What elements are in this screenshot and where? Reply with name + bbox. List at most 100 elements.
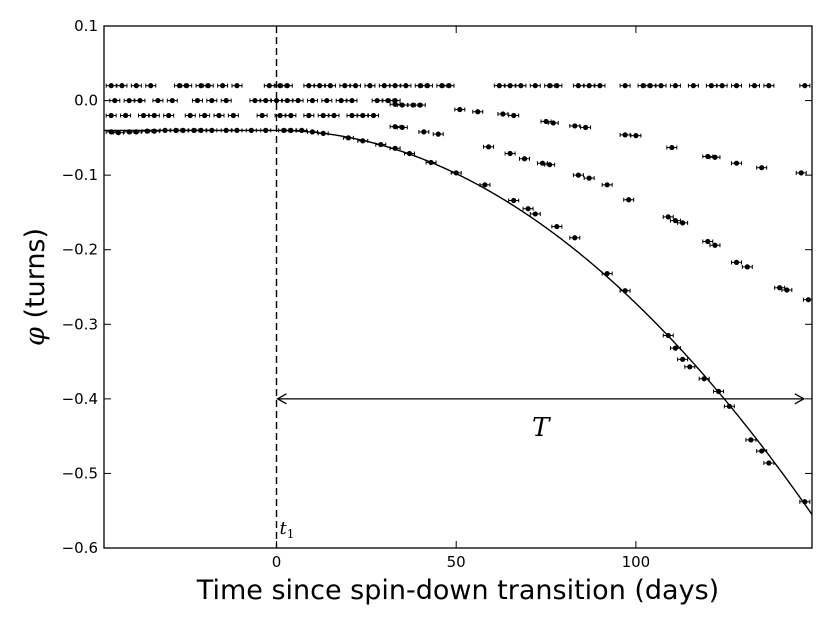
point-marker [320,112,326,119]
data-point [227,112,239,119]
data-point [551,83,563,89]
point-marker [582,124,589,131]
point-marker [805,297,812,303]
data-point [375,141,387,148]
y-tick-label: 0.0 [74,92,98,110]
data-point [120,112,132,119]
data-point [583,83,595,89]
data-point [145,83,157,89]
y-tick-label: −0.2 [62,241,98,259]
point-marker [263,97,269,104]
point-marker [360,138,366,144]
point-marker [482,182,488,188]
data-point [644,83,656,89]
point-marker [349,112,355,119]
point-marker [744,264,750,270]
data-point [217,83,229,89]
point-marker [496,83,502,89]
point-marker [633,133,639,139]
point-marker [507,150,513,157]
point-marker [507,83,513,89]
point-marker [133,129,139,135]
point-marker [162,127,168,133]
data-point [522,206,534,212]
y-axis-title: φ (turns) [20,228,51,346]
data-point [368,112,380,119]
transition-label: t1 [280,518,295,541]
data-point [231,83,243,89]
point-marker [417,102,423,108]
point-marker [284,83,290,89]
point-marker [108,112,114,119]
data-point [220,97,232,104]
point-marker [511,197,517,204]
data-point [454,106,466,113]
point-marker [446,83,452,89]
point-marker [690,83,697,89]
data-point [781,287,793,293]
data-point [317,112,329,119]
point-marker [378,141,384,148]
plot-frame [103,25,813,549]
point-marker [281,127,287,133]
point-marker [133,83,139,89]
point-marker [726,403,732,409]
data-point [191,97,203,104]
point-marker [173,127,179,133]
y-tick-label: −0.6 [62,539,98,557]
point-marker [428,159,434,166]
point-marker [126,97,132,104]
data-point [324,83,336,89]
point-marker [360,112,366,119]
data-point [504,83,516,89]
data-point [245,127,257,133]
data-point [745,437,757,443]
data-point [723,403,735,409]
point-marker [672,345,679,351]
data-point [339,83,351,89]
data-point [389,83,401,89]
point-marker [784,287,790,293]
point-marker [421,129,427,135]
data-point [741,264,753,270]
data-point [655,83,667,89]
point-marker [586,83,592,89]
point-marker [169,97,175,104]
point-marker [733,160,740,166]
point-marker [669,144,675,151]
data-point [335,97,347,104]
point-marker [306,112,312,119]
data-point [684,364,696,370]
point-marker [439,83,445,89]
point-marker [317,83,323,89]
point-marker [475,109,481,115]
data-point [306,97,318,104]
data-point [414,102,426,108]
data-point [569,235,581,241]
point-marker [500,111,506,117]
point-marker [234,127,240,133]
point-marker [597,83,603,89]
point-marker [712,242,718,248]
data-point [508,112,520,119]
data-point [713,388,725,394]
data-point [112,130,124,136]
data-point [479,182,491,188]
point-marker [701,376,707,382]
point-marker [187,112,193,119]
data-point [547,120,559,126]
data-point [281,83,293,89]
data-point [357,112,369,119]
data-point [148,112,160,119]
data-point [705,83,717,89]
point-marker [586,175,592,181]
x-tick-label: 50 [447,553,466,571]
data-point [220,127,232,133]
data-point [378,83,390,89]
data-point [763,83,775,89]
point-marker [547,162,553,168]
point-marker [155,97,161,104]
x-tick-label: 0 [272,553,282,571]
data-point [529,83,541,89]
point-marker [410,102,416,108]
